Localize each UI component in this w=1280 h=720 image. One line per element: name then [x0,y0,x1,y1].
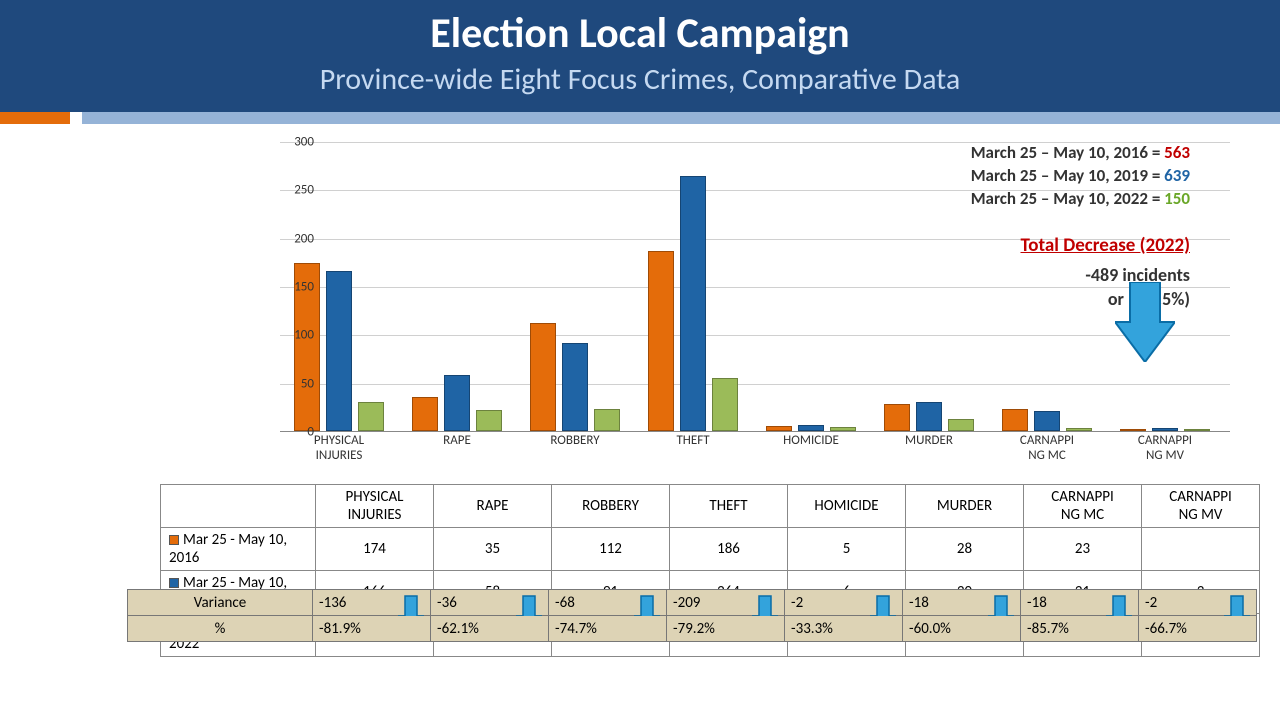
variance-pct-cell: -74.7% [549,616,667,642]
variance-cell: -2 [1139,590,1257,616]
variance-pct-cell: -66.7% [1139,616,1257,642]
category-group [760,425,862,431]
bar [1184,429,1210,431]
category-group [524,323,626,431]
category-group [878,402,980,431]
accent-strip [0,112,1280,124]
accent-blue [82,112,1280,124]
bar [680,176,706,431]
category-label: THEFT [634,434,752,449]
y-axis-label: 0 [284,425,314,440]
category-label: MURDER [870,434,988,449]
bar [1152,428,1178,431]
category-label: RAPE [398,434,516,449]
category-label: CARNAPPING MV [1106,434,1224,464]
legend-line: March 25 – May 10, 2022 = 150 [971,188,1190,211]
bar [412,397,438,431]
variance-cell: -209 [667,590,785,616]
table-cell: 23 [1024,528,1142,571]
bar [562,343,588,431]
accent-orange [0,112,70,124]
variance-pct-cell: -81.9% [313,616,431,642]
table-cell [1142,528,1260,571]
variance-pct-cell: -79.2% [667,616,785,642]
category-label: ROBBERY [516,434,634,449]
variance-pct-cell: -60.0% [903,616,1021,642]
y-axis-label: 250 [284,183,314,198]
variance-pct-cell: -85.7% [1021,616,1139,642]
bar [648,251,674,431]
variance-label: % [128,616,313,642]
variance-cell: -2 [785,590,903,616]
bar [476,410,502,431]
legend-line: March 25 – May 10, 2016 = 563 [971,142,1190,165]
bar [916,402,942,431]
category-group [406,375,508,431]
legend-line: March 25 – May 10, 2019 = 639 [971,165,1190,188]
table-cell: 5 [788,528,906,571]
category-label: HOMICIDE [752,434,870,449]
slide-subtitle: Province-wide Eight Focus Crimes, Compar… [0,61,1280,98]
grid-line [280,335,1230,336]
variance-label: Variance [128,590,313,616]
slide-title: Election Local Campaign [0,8,1280,59]
bar [594,409,620,431]
variance-table: Variance-136-36-68-209-2-18-18-2%-81.9%-… [127,589,1257,642]
variance-cell: -18 [903,590,1021,616]
variance-pct-cell: -33.3% [785,616,903,642]
bar-chart: PHYSICALINJURIESRAPEROBBERYTHEFTHOMICIDE… [240,142,1230,448]
down-arrow-icon [1115,282,1175,362]
legend: March 25 – May 10, 2016 = 563March 25 – … [971,142,1190,211]
variance-cell: -68 [549,590,667,616]
y-axis-label: 100 [284,328,314,343]
table-cell: 28 [906,528,1024,571]
category-group [642,176,744,431]
bar [444,375,470,431]
table-cell: 174 [316,528,434,571]
table-row-label: Mar 25 - May 10, 2016 [161,528,316,571]
bar [358,402,384,431]
variance-pct-cell: -62.1% [431,616,549,642]
y-axis-label: 150 [284,280,314,295]
bar [798,425,824,431]
bar [948,419,974,431]
total-decrease-title: Total Decrease (2022) [1021,234,1191,257]
category-group [996,409,1098,431]
variance-cell: -136 [313,590,431,616]
content-area: PHYSICALINJURIESRAPEROBBERYTHEFTHOMICIDE… [0,124,1280,142]
category-group [1114,428,1216,431]
y-axis-label: 300 [284,135,314,150]
slide-header: Election Local Campaign Province-wide Ei… [0,0,1280,112]
bar [530,323,556,431]
bar [884,404,910,431]
y-axis-label: 50 [284,376,314,391]
table-cell: 35 [434,528,552,571]
y-axis-label: 200 [284,231,314,246]
table-cell: 186 [670,528,788,571]
bar [830,427,856,431]
variance-cell: -36 [431,590,549,616]
bar [712,378,738,431]
bar [326,271,352,431]
table-cell: 112 [552,528,670,571]
variance-cell: -18 [1021,590,1139,616]
bar [766,426,792,431]
category-label: CARNAPPING MC [988,434,1106,464]
bar [1066,428,1092,431]
bar [1034,411,1060,431]
bar [1120,429,1146,431]
bar [1002,409,1028,431]
